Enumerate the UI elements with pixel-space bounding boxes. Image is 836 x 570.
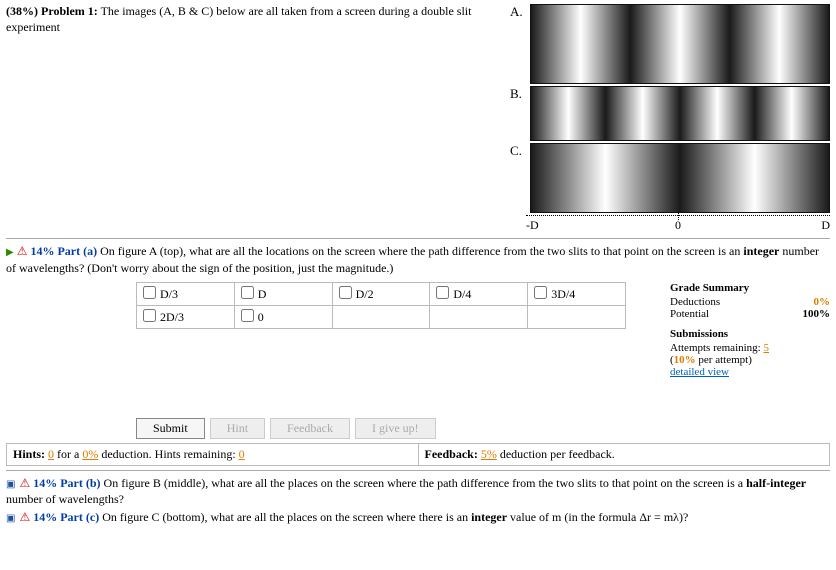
warn-icon: ⚠ — [19, 476, 30, 490]
part-c-header: ▣ ⚠ 14% Part (c) On figure C (bottom), w… — [6, 507, 830, 526]
option-label: D/3 — [160, 287, 178, 301]
option-grid: D/3 D D/2 D/4 3D/4 2D/3 0 — [136, 282, 626, 329]
option-cell[interactable]: 0 — [234, 305, 332, 328]
part-c-pct: 14% — [33, 510, 57, 524]
part-b-bold: half-integer — [746, 476, 806, 490]
part-b-pct: 14% — [33, 476, 57, 490]
hints-rem: 0 — [239, 447, 245, 461]
feedback-suffix: deduction per feedback. — [497, 447, 615, 461]
part-a-pct: 14% — [30, 244, 54, 258]
warn-icon: ⚠ — [17, 244, 28, 258]
part-a-bold: integer — [743, 244, 779, 258]
figure-c-label: C. — [506, 143, 530, 159]
option-checkbox[interactable] — [241, 286, 254, 299]
option-checkbox[interactable] — [143, 309, 156, 322]
hints-prefix: Hints: — [13, 447, 48, 461]
option-cell[interactable]: 2D/3 — [137, 305, 235, 328]
figure-b — [530, 86, 830, 141]
per-value: 10% — [674, 354, 696, 366]
figure-c — [530, 143, 830, 213]
option-checkbox[interactable] — [436, 286, 449, 299]
hints-mid: for a — [54, 447, 82, 461]
potential-value: 100% — [803, 308, 831, 320]
part-b-header: ▣ ⚠ 14% Part (b) On figure B (middle), w… — [6, 470, 830, 508]
grade-summary: Grade Summary Deductions 0% Potential 10… — [650, 282, 830, 378]
problem-title: Problem 1: — [41, 4, 98, 18]
option-cell[interactable]: 3D/4 — [528, 282, 626, 305]
per-lbl2: per attempt) — [696, 354, 752, 366]
option-cell[interactable]: D/2 — [332, 282, 430, 305]
hints-cell: Hints: 0 for a 0% deduction. Hints remai… — [7, 444, 419, 465]
figure-b-label: B. — [506, 86, 530, 102]
option-checkbox[interactable] — [143, 286, 156, 299]
part-c-label: Part (c) — [60, 510, 99, 524]
deductions-label: Deductions — [670, 296, 720, 308]
part-a-label: Part (a) — [57, 244, 97, 258]
warn-icon: ⚠ — [19, 510, 30, 524]
collapse-icon[interactable]: ▣ — [6, 479, 15, 490]
option-cell[interactable]: D/4 — [430, 282, 528, 305]
part-c-text1: On figure C (bottom), what are all the p… — [102, 510, 471, 524]
grade-title: Grade Summary — [670, 282, 830, 294]
figure-a — [530, 4, 830, 84]
part-b-text2: number of wavelengths? — [6, 492, 124, 506]
submit-button[interactable]: Submit — [136, 418, 205, 439]
feedback-cell: Feedback: 5% deduction per feedback. — [419, 444, 830, 465]
part-b-text1: On figure B (middle), what are all the p… — [104, 476, 747, 490]
figure-a-label: A. — [506, 4, 530, 20]
attempts-value: 5 — [763, 342, 769, 354]
feedback-button[interactable]: Feedback — [270, 418, 350, 439]
part-c-text2: value of m (in the formula Δr = mλ)? — [507, 510, 688, 524]
option-cell — [332, 305, 430, 328]
expand-icon[interactable]: ▶ — [6, 247, 14, 258]
option-cell — [528, 305, 626, 328]
problem-statement: (38%) Problem 1: The images (A, B & C) b… — [6, 4, 506, 35]
feedback-prefix: Feedback: — [425, 447, 481, 461]
part-c-bold: integer — [471, 510, 507, 524]
option-label: D/2 — [356, 287, 374, 301]
option-checkbox[interactable] — [241, 309, 254, 322]
problem-weight: (38%) — [6, 4, 38, 18]
axis-center: 0 — [675, 218, 681, 233]
hints-feedback-bar: Hints: 0 for a 0% deduction. Hints remai… — [6, 443, 830, 466]
option-cell — [430, 305, 528, 328]
figure-stack: A. B. C. -D 0 D — [506, 4, 830, 234]
option-checkbox[interactable] — [534, 286, 547, 299]
feedback-val: 5% — [481, 447, 497, 461]
option-checkbox[interactable] — [339, 286, 352, 299]
option-label: D/4 — [453, 287, 471, 301]
attempts-label: Attempts remaining: — [670, 342, 763, 354]
option-label: 2D/3 — [160, 310, 184, 324]
hints-ded: 0% — [82, 447, 98, 461]
potential-label: Potential — [670, 308, 709, 320]
option-label: D — [258, 287, 267, 301]
option-cell[interactable]: D — [234, 282, 332, 305]
hints-mid2: deduction. Hints remaining: — [98, 447, 238, 461]
option-cell[interactable]: D/3 — [137, 282, 235, 305]
collapse-icon[interactable]: ▣ — [6, 513, 15, 524]
axis-right: D — [821, 218, 830, 233]
submissions-title: Submissions — [670, 328, 830, 340]
option-label: 0 — [258, 310, 264, 324]
part-a-header: ▶ ⚠ 14% Part (a) On figure A (top), what… — [6, 238, 830, 276]
axis-left: -D — [526, 218, 539, 233]
giveup-button[interactable]: I give up! — [355, 418, 436, 439]
option-label: 3D/4 — [551, 287, 575, 301]
part-b-label: Part (b) — [60, 476, 100, 490]
figure-axis: -D 0 D — [526, 215, 830, 234]
button-row: Submit Hint Feedback I give up! — [136, 418, 830, 439]
detailed-view-link[interactable]: detailed view — [670, 366, 830, 378]
part-a-text1: On figure A (top), what are all the loca… — [100, 244, 743, 258]
hint-button[interactable]: Hint — [210, 418, 265, 439]
deductions-value: 0% — [814, 296, 831, 308]
